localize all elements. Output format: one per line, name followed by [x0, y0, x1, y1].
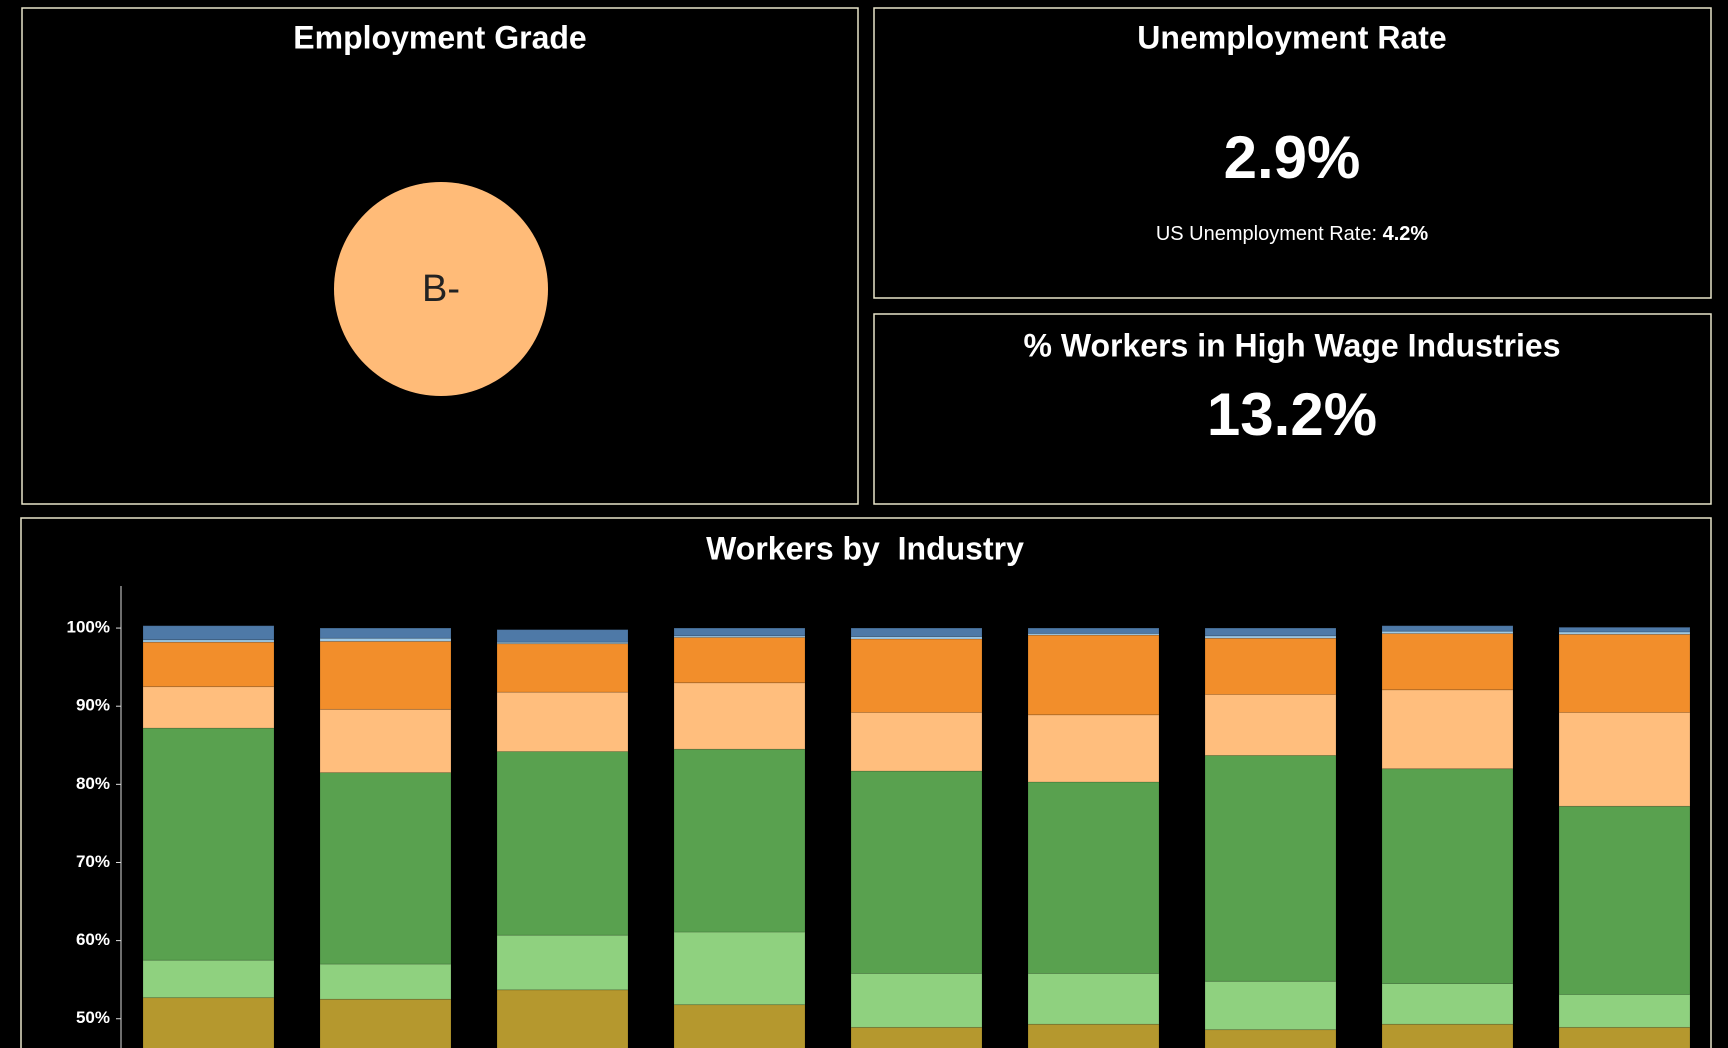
us-rate: US Unemployment Rate: 4.2% — [1156, 223, 1429, 245]
us-rate-label: US Unemployment Rate: — [1156, 223, 1377, 245]
bar-segment — [1204, 627, 1337, 637]
bar-segment — [673, 682, 806, 750]
bar-segment — [1381, 768, 1514, 984]
bar-segment — [142, 625, 275, 641]
bar-segment — [496, 751, 629, 936]
y-tick-label: 60% — [76, 930, 110, 949]
industry-panel — [20, 517, 1712, 1048]
panel-title: Employment Grade — [293, 19, 586, 55]
bar-segment — [673, 637, 806, 684]
bar-segment — [1381, 689, 1514, 770]
bar-segment — [1381, 633, 1514, 691]
y-tick-label: 80% — [76, 774, 110, 793]
y-tick-label: 70% — [76, 852, 110, 871]
bar-segment — [1027, 714, 1160, 783]
bar-segment — [496, 643, 629, 693]
bar-segment — [1027, 781, 1160, 974]
y-tick-label: 90% — [76, 696, 110, 715]
bar-segment — [142, 686, 275, 729]
bar-segment — [1558, 805, 1691, 995]
bar-segment — [1027, 634, 1160, 716]
chart-title: Workers by Industry — [706, 530, 1024, 566]
bar-segment — [673, 627, 806, 637]
panel-title: % Workers in High Wage Industries — [1024, 327, 1561, 363]
bar-segment — [1204, 1029, 1337, 1048]
bar-segment — [1204, 755, 1337, 982]
bar-segment — [142, 959, 275, 999]
bar-segment — [850, 770, 983, 974]
bar-segment — [1381, 1023, 1514, 1048]
bar-segment — [673, 748, 806, 933]
bar-segment — [850, 1026, 983, 1048]
bar-segment — [319, 708, 452, 774]
bar-segment — [1027, 973, 1160, 1025]
bar-segment — [850, 973, 983, 1028]
bar-segment — [850, 638, 983, 713]
high-wage-panel — [873, 313, 1712, 505]
bar-segment — [319, 998, 452, 1048]
bar-segment — [496, 934, 629, 991]
bar-segment — [142, 641, 275, 688]
bar-segment — [1558, 712, 1691, 807]
bar-segment — [850, 627, 983, 638]
bar-segment — [319, 963, 452, 1000]
grade-panel — [21, 7, 859, 505]
kpi-value: 13.2% — [1207, 381, 1377, 448]
bar-segment — [1204, 694, 1337, 756]
bar-segment — [1027, 627, 1160, 634]
bar-segment — [496, 691, 629, 752]
bar-segment — [850, 712, 983, 772]
bar-segment — [1204, 980, 1337, 1031]
bar-segment — [1558, 994, 1691, 1028]
bar-segment — [496, 629, 629, 643]
bar-segment — [1558, 633, 1691, 713]
bar-segment — [1381, 625, 1514, 632]
bar-segment — [319, 637, 452, 642]
bar-segment — [496, 989, 629, 1048]
kpi-value: 2.9% — [1224, 124, 1361, 191]
y-tick-label: 100% — [67, 618, 110, 637]
bar-segment — [142, 727, 275, 961]
bar-segment — [142, 997, 275, 1048]
panel-title: Unemployment Rate — [1137, 19, 1446, 55]
plot-area — [142, 625, 1691, 1048]
y-tick-label: 50% — [76, 1008, 110, 1027]
bar-segment — [1558, 626, 1691, 633]
bar-segment — [319, 640, 452, 710]
bar-segment — [673, 1004, 806, 1048]
bar-segment — [319, 627, 452, 639]
bar-segment — [319, 772, 452, 965]
us-rate-value: 4.2% — [1383, 223, 1429, 245]
bar-segment — [1204, 637, 1337, 695]
bar-segment — [1027, 1023, 1160, 1048]
bar-segment — [1381, 983, 1514, 1025]
bar-segment — [673, 931, 806, 1006]
unemployment-panel — [873, 7, 1712, 299]
bar-segment — [1558, 1026, 1691, 1048]
grade-circle — [334, 182, 548, 396]
grade-text: B- — [422, 268, 460, 310]
